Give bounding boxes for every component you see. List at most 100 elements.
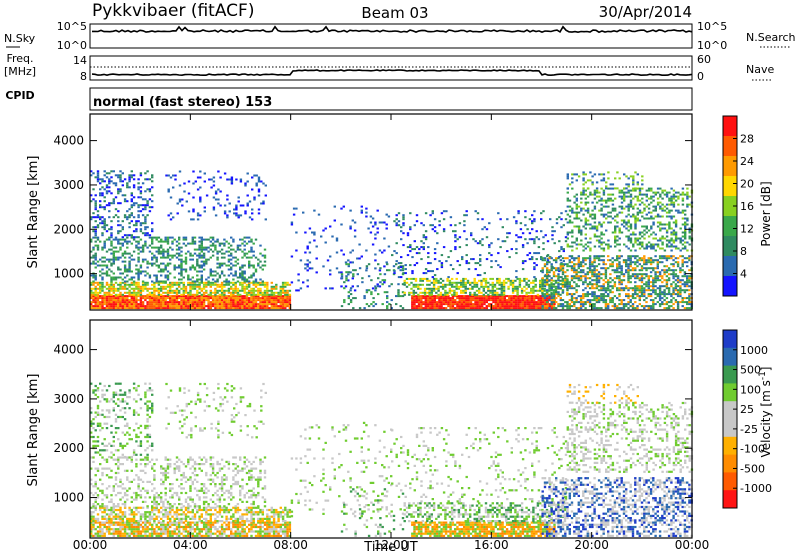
- echo-cell: [474, 299, 477, 302]
- echo-cell: [386, 291, 389, 294]
- echo-cell: [484, 291, 488, 294]
- echo-cell: [611, 285, 614, 288]
- echo-cell: [99, 303, 102, 306]
- echo-cell: [550, 257, 553, 260]
- echo-cell: [535, 264, 538, 267]
- echo-cell: [236, 301, 240, 304]
- echo-cell: [647, 235, 651, 238]
- echo-cell: [498, 277, 501, 280]
- echo-cell: [178, 198, 182, 201]
- echo-cell: [365, 289, 369, 292]
- echo-cell: [638, 291, 641, 294]
- echo-cell: [230, 295, 233, 298]
- echo-cell: [117, 190, 120, 193]
- echo-cell: [491, 293, 494, 296]
- echo-cell: [540, 258, 543, 261]
- echo-cell: [415, 220, 419, 223]
- echo-cell: [370, 279, 373, 282]
- echo-cell: [189, 301, 192, 304]
- echo-cell: [243, 301, 246, 304]
- echo-cell: [421, 283, 424, 286]
- echo-cell: [523, 299, 527, 302]
- echo-cell: [591, 275, 594, 278]
- echo-cell: [688, 307, 691, 310]
- echo-cell: [275, 295, 278, 298]
- echo-cell: [139, 196, 143, 199]
- echo-cell: [602, 199, 606, 202]
- echo-cell: [631, 289, 635, 292]
- echo-cell: [119, 276, 122, 279]
- echo-cell: [191, 307, 194, 310]
- echo-cell: [485, 297, 488, 300]
- echo-cell: [110, 285, 113, 288]
- echo-cell: [164, 303, 167, 306]
- echo-cell: [541, 285, 544, 288]
- echo-cell: [503, 303, 506, 306]
- echo-cell: [146, 170, 149, 173]
- echo-cell: [207, 280, 210, 283]
- echo-cell: [135, 268, 138, 271]
- echo-cell: [223, 291, 226, 294]
- echo-cell: [559, 259, 562, 262]
- echo-cell: [139, 293, 143, 296]
- echo-cell: [126, 184, 129, 187]
- echo-cell: [638, 209, 642, 212]
- echo-cell: [365, 303, 369, 306]
- echo-cell: [686, 283, 689, 286]
- echo-cell: [676, 265, 680, 268]
- echo-cell: [112, 254, 115, 257]
- echo-cell: [130, 214, 133, 217]
- echo-cell: [250, 307, 253, 310]
- echo-cell: [110, 220, 113, 223]
- echo-cell: [527, 279, 531, 282]
- echo-cell: [597, 279, 601, 282]
- echo-cell: [105, 264, 109, 267]
- echo-cell: [263, 248, 267, 251]
- echo-cell: [442, 295, 446, 298]
- echo-cell: [532, 285, 535, 288]
- echo-cell: [670, 299, 673, 302]
- echo-cell: [493, 289, 497, 292]
- echo-cell: [600, 207, 603, 210]
- echo-cell: [144, 226, 147, 229]
- echo-cell: [663, 271, 666, 274]
- echo-cell: [683, 301, 687, 304]
- echo-cell: [611, 207, 615, 210]
- echo-cell: [112, 295, 115, 298]
- echo-cell: [137, 293, 140, 296]
- echo-cell: [151, 295, 154, 298]
- echo-cell: [196, 280, 199, 283]
- echo-cell: [184, 297, 188, 300]
- echo-cell: [584, 303, 587, 306]
- echo-cell: [607, 281, 610, 284]
- echo-cell: [121, 252, 124, 255]
- echo-cell: [101, 178, 104, 181]
- echo-cell: [455, 285, 458, 288]
- echo-cell: [485, 236, 489, 239]
- echo-cell: [518, 277, 522, 280]
- echo-cell: [175, 287, 179, 290]
- echo-cell: [306, 263, 309, 266]
- echo-cell: [415, 307, 418, 310]
- echo-cell: [616, 243, 619, 246]
- echo-cell: [250, 240, 253, 243]
- echo-cell: [166, 250, 170, 253]
- echo-cell: [441, 279, 445, 282]
- echo-cell: [227, 268, 231, 271]
- echo-cell: [618, 265, 621, 268]
- echo-cell: [638, 273, 641, 276]
- echo-cell: [511, 287, 515, 290]
- echo-cell: [573, 269, 576, 272]
- echo-cell: [255, 184, 258, 187]
- echo-cell: [251, 212, 254, 215]
- echo-cell: [510, 301, 513, 304]
- echo-cell: [413, 264, 416, 267]
- echo-cell: [679, 301, 682, 304]
- echo-cell: [523, 297, 527, 300]
- echo-cell: [424, 272, 428, 275]
- echo-cell: [119, 230, 122, 233]
- echo-cell: [226, 178, 229, 181]
- echo-cell: [135, 220, 138, 223]
- echo-cell: [609, 297, 612, 300]
- echo-cell: [656, 191, 660, 194]
